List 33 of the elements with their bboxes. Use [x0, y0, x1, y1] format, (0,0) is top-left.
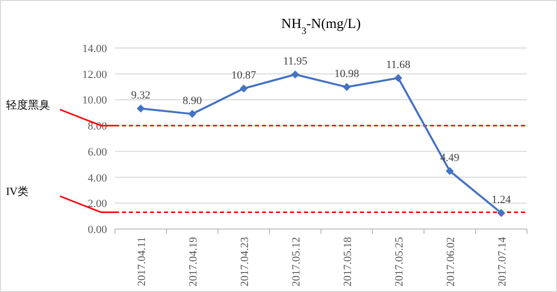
y-tick-label: 2.00 [88, 198, 108, 210]
x-tick-label: 2017.05.18 [342, 236, 354, 286]
ref-line-label: 轻度黑臭 [6, 98, 50, 112]
data-label: 9.32 [131, 90, 150, 102]
data-label: 10.87 [231, 69, 257, 82]
point [240, 84, 248, 92]
data-label: 10.98 [334, 68, 360, 80]
data-label: 1.24 [492, 194, 512, 206]
x-tick-label: 2017.04.23 [238, 236, 251, 286]
y-tick-label: 10.00 [82, 94, 108, 107]
point [136, 104, 145, 113]
point [291, 70, 300, 79]
x-tick-label: 2017.04.19 [187, 236, 200, 286]
y-tick-label: 0.00 [88, 224, 108, 236]
x-tick-label: 2017.04.11 [136, 237, 148, 286]
chart-title: NH$_{3}$-N(mg/L) [281, 17, 362, 36]
point [497, 208, 506, 217]
point [446, 166, 454, 175]
point [394, 74, 402, 82]
x-tick-label: 2017.07.14 [496, 236, 508, 286]
data-label: 11.68 [386, 58, 411, 71]
ref-line-label: IV类 [6, 185, 29, 198]
y-tick-label: 12.00 [82, 68, 108, 81]
y-tick-label: 14.00 [82, 43, 108, 55]
data-label: 8.90 [182, 94, 202, 107]
point [188, 110, 196, 118]
x-tick-label: 2017.05.25 [393, 236, 406, 286]
point [342, 83, 351, 92]
y-tick-label: 6.00 [88, 146, 108, 158]
x-tick-label: 2017.05.12 [290, 237, 302, 286]
y-tick-label: 4.00 [88, 172, 108, 184]
x-tick-label: 2017.06.02 [444, 237, 457, 286]
data-label: 11.95 [283, 56, 308, 68]
